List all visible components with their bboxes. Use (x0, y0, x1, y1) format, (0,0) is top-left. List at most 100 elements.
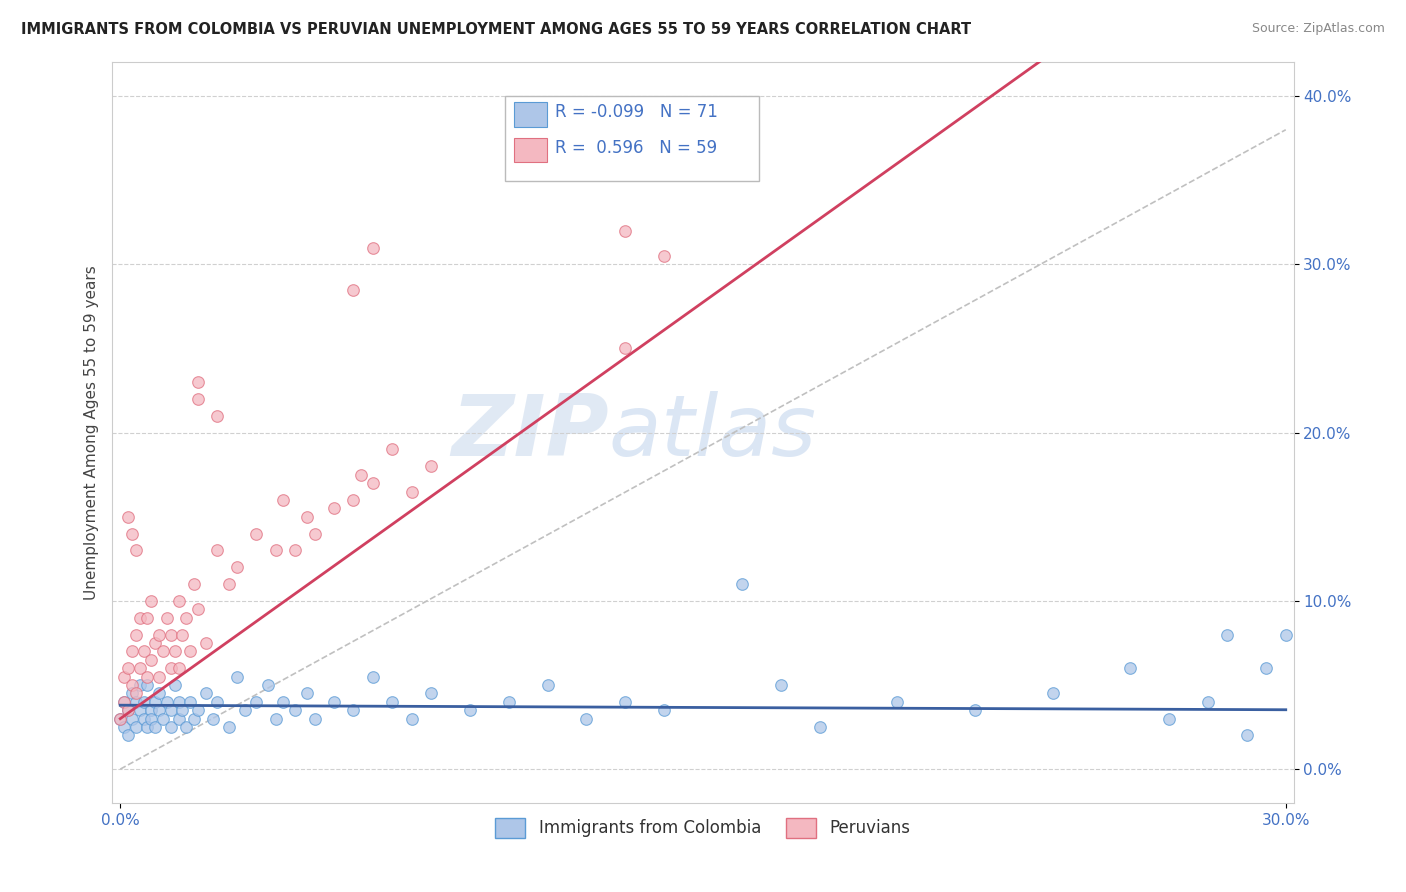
Point (125, 686, 148, 700)
Point (132, 712, 155, 726)
Point (148, 627, 170, 641)
Point (179, 695, 201, 709)
Point (207, 695, 229, 709)
Point (125, 720, 148, 734)
Point (117, 509, 139, 524)
Point (141, 653, 163, 667)
Point (218, 577, 240, 591)
Point (141, 594, 163, 608)
FancyBboxPatch shape (515, 138, 547, 162)
Point (1274, 627, 1296, 641)
Text: ZIP: ZIP (451, 391, 609, 475)
Point (207, 409, 229, 423)
Point (614, 342, 637, 356)
Point (963, 703, 986, 717)
Point (304, 712, 326, 726)
Point (1216, 627, 1239, 641)
Point (125, 695, 148, 709)
Point (159, 627, 181, 641)
Point (163, 644, 186, 658)
Point (121, 526, 143, 541)
Point (187, 375, 209, 389)
Text: atlas: atlas (609, 391, 817, 475)
Point (148, 686, 170, 700)
Point (128, 610, 150, 624)
Point (117, 661, 139, 675)
Point (361, 476, 384, 491)
Point (143, 636, 166, 650)
Point (401, 484, 423, 499)
Point (361, 240, 384, 254)
Point (117, 729, 139, 743)
Legend: Immigrants from Colombia, Peruvians: Immigrants from Colombia, Peruvians (486, 809, 920, 847)
Point (128, 703, 150, 717)
Y-axis label: Unemployment Among Ages 55 to 59 years: Unemployment Among Ages 55 to 59 years (83, 265, 98, 600)
Point (136, 720, 159, 734)
Point (125, 627, 148, 641)
Point (381, 442, 404, 457)
Point (1042, 686, 1064, 700)
Point (381, 695, 404, 709)
Point (174, 720, 197, 734)
Point (652, 703, 675, 717)
Point (225, 560, 247, 574)
Point (1197, 695, 1219, 709)
FancyBboxPatch shape (505, 95, 758, 181)
Point (1159, 712, 1181, 726)
Point (575, 712, 598, 726)
Point (769, 678, 792, 692)
Point (121, 644, 143, 658)
Point (112, 670, 135, 684)
Point (132, 644, 155, 658)
Point (136, 678, 159, 692)
Point (143, 720, 166, 734)
Point (183, 577, 205, 591)
Point (304, 526, 326, 541)
Point (121, 686, 143, 700)
Point (295, 686, 318, 700)
Point (117, 703, 139, 717)
Point (731, 577, 754, 591)
Point (458, 703, 481, 717)
Point (143, 695, 166, 709)
Point (323, 695, 346, 709)
Text: R = -0.099   N = 71: R = -0.099 N = 71 (555, 103, 718, 121)
Point (1256, 661, 1278, 675)
Point (174, 610, 197, 624)
Point (295, 509, 318, 524)
Text: IMMIGRANTS FROM COLOMBIA VS PERUVIAN UNEMPLOYMENT AMONG AGES 55 TO 59 YEARS CORR: IMMIGRANTS FROM COLOMBIA VS PERUVIAN UNE… (21, 22, 972, 37)
Point (342, 283, 364, 297)
Point (218, 720, 240, 734)
Point (110, 712, 132, 726)
Point (342, 703, 364, 717)
Point (194, 636, 217, 650)
Point (141, 703, 163, 717)
Point (179, 644, 201, 658)
Point (350, 467, 373, 482)
Point (202, 712, 225, 726)
Point (498, 695, 520, 709)
Point (361, 670, 384, 684)
Point (225, 670, 247, 684)
Point (112, 695, 135, 709)
Point (264, 712, 287, 726)
Point (167, 594, 190, 608)
Point (614, 695, 637, 709)
Point (187, 392, 209, 406)
Point (1119, 661, 1142, 675)
Point (141, 712, 163, 726)
Point (401, 712, 423, 726)
Point (152, 712, 174, 726)
Text: Source: ZipAtlas.com: Source: ZipAtlas.com (1251, 22, 1385, 36)
Point (233, 703, 256, 717)
Point (125, 543, 148, 558)
Point (136, 670, 159, 684)
Point (172, 627, 194, 641)
Point (187, 703, 209, 717)
Point (536, 678, 558, 692)
Point (207, 543, 229, 558)
Point (194, 686, 217, 700)
Point (886, 695, 908, 709)
Point (159, 661, 181, 675)
Point (614, 224, 637, 238)
